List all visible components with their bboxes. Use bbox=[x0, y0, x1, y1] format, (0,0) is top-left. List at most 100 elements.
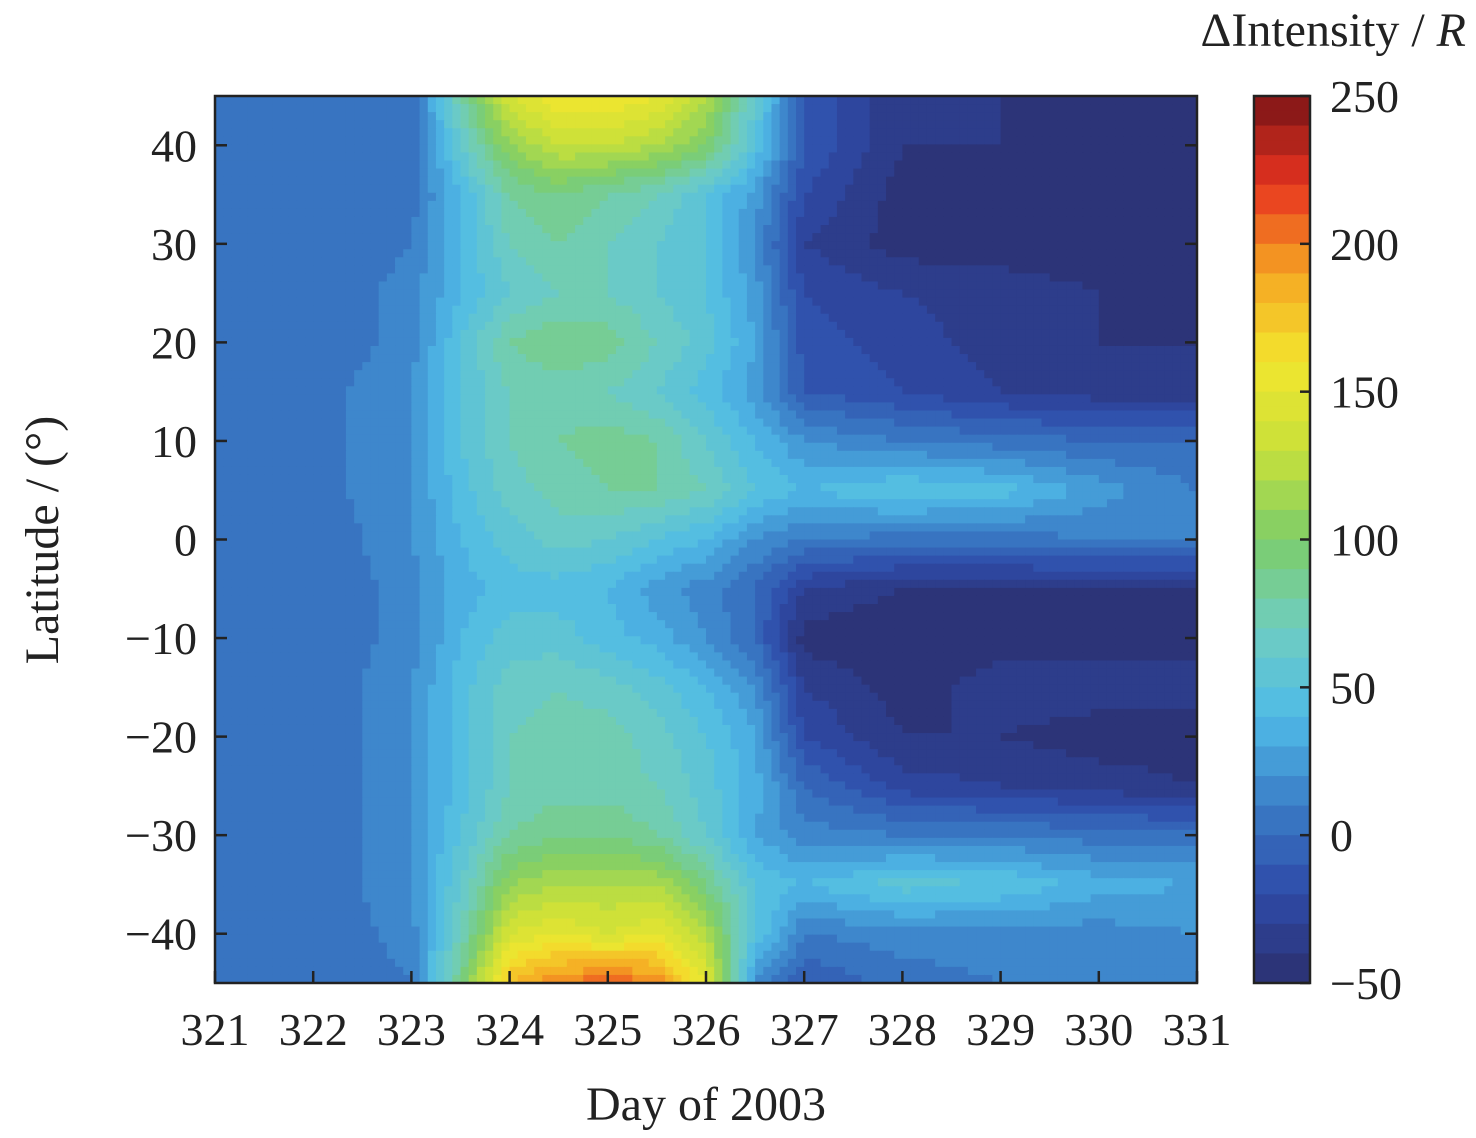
contour-cell bbox=[796, 313, 805, 323]
contour-cell bbox=[665, 337, 674, 347]
contour-cell bbox=[476, 378, 486, 387]
contour-cell bbox=[280, 184, 290, 194]
contour-cell bbox=[853, 128, 863, 137]
contour-cell bbox=[362, 241, 372, 250]
contour-cell bbox=[828, 418, 838, 428]
contour-cell bbox=[1115, 273, 1124, 283]
contour-cell bbox=[607, 289, 617, 299]
contour-cell bbox=[918, 273, 928, 283]
contour-cell bbox=[738, 313, 748, 323]
contour-cell bbox=[886, 329, 895, 339]
contour-cell bbox=[746, 297, 756, 307]
contour-cell bbox=[1016, 144, 1026, 154]
contour-cell bbox=[591, 313, 601, 323]
contour-cell bbox=[624, 321, 633, 331]
contour-cell bbox=[877, 313, 887, 323]
contour-cell bbox=[697, 184, 707, 194]
contour-cell bbox=[656, 184, 666, 194]
contour-cell bbox=[967, 281, 977, 291]
contour-cell bbox=[1016, 208, 1026, 218]
contour-cell bbox=[755, 104, 764, 113]
contour-cell bbox=[1074, 120, 1084, 129]
contour-cell bbox=[329, 176, 339, 186]
contour-cell bbox=[853, 257, 863, 266]
contour-cell bbox=[730, 249, 740, 258]
contour-cell bbox=[378, 273, 388, 283]
contour-cell bbox=[1074, 402, 1084, 412]
contour-cell bbox=[894, 225, 903, 234]
contour-cell bbox=[395, 257, 404, 266]
contour-cell bbox=[730, 281, 740, 291]
contour-cell bbox=[337, 136, 347, 145]
contour-cell bbox=[525, 265, 535, 274]
contour-cell bbox=[542, 208, 552, 218]
contour-cell bbox=[1139, 321, 1149, 331]
contour-cell bbox=[313, 354, 322, 363]
contour-cell bbox=[247, 257, 257, 266]
contour-cell bbox=[550, 225, 560, 234]
contour-cell bbox=[354, 297, 363, 307]
contour-cell bbox=[804, 168, 813, 178]
contour-cell bbox=[231, 152, 241, 162]
contour-cell bbox=[681, 418, 691, 428]
contour-cell bbox=[894, 208, 903, 218]
contour-cell bbox=[779, 273, 789, 283]
contour-cell bbox=[615, 305, 625, 315]
contour-cell bbox=[632, 394, 642, 404]
contour-cell bbox=[763, 345, 773, 355]
contour-cell bbox=[640, 265, 650, 274]
contour-cell bbox=[280, 297, 290, 307]
contour-cell bbox=[337, 249, 347, 258]
contour-cell bbox=[738, 200, 748, 210]
contour-cell bbox=[665, 144, 674, 154]
contour-cell bbox=[403, 289, 412, 299]
contour-cell bbox=[354, 321, 363, 331]
contour-cell bbox=[1115, 297, 1124, 307]
contour-cell bbox=[558, 160, 568, 170]
contour-cell bbox=[1016, 410, 1026, 420]
contour-cell bbox=[935, 345, 944, 355]
contour-cell bbox=[468, 192, 478, 202]
contour-cell bbox=[1123, 225, 1133, 234]
contour-cell bbox=[550, 200, 560, 210]
contour-cell bbox=[525, 152, 535, 162]
contour-cell bbox=[697, 297, 707, 307]
contour-cell bbox=[534, 386, 543, 395]
contour-cell bbox=[1139, 257, 1149, 266]
contour-cell bbox=[615, 354, 625, 363]
contour-cell bbox=[648, 184, 658, 194]
contour-cell bbox=[575, 249, 584, 258]
contour-cell bbox=[681, 370, 691, 379]
contour-cell bbox=[951, 200, 961, 210]
contour-cell bbox=[1180, 208, 1190, 218]
contour-cell bbox=[943, 249, 953, 258]
contour-cell bbox=[386, 136, 396, 145]
contour-cell bbox=[403, 192, 412, 202]
contour-cell bbox=[771, 321, 781, 331]
contour-cell bbox=[779, 265, 789, 274]
contour-cell bbox=[1057, 241, 1067, 250]
contour-cell bbox=[624, 160, 633, 170]
contour-cell bbox=[583, 410, 593, 420]
contour-cell bbox=[337, 305, 347, 315]
contour-cell bbox=[894, 394, 903, 404]
contour-cell bbox=[1172, 249, 1182, 258]
contour-cell bbox=[665, 152, 674, 162]
contour-cell bbox=[272, 233, 282, 242]
contour-cell bbox=[591, 192, 601, 202]
contour-cell bbox=[566, 200, 576, 210]
contour-cell bbox=[787, 410, 797, 420]
contour-cell bbox=[1106, 128, 1116, 137]
contour-cell bbox=[525, 184, 535, 194]
contour-cell bbox=[378, 152, 388, 162]
contour-cell bbox=[665, 120, 674, 129]
contour-cell bbox=[1049, 370, 1059, 379]
contour-cell bbox=[337, 289, 347, 299]
contour-cell bbox=[796, 208, 805, 218]
contour-cell bbox=[992, 160, 1002, 170]
contour-cell bbox=[1098, 418, 1108, 428]
contour-cell bbox=[1090, 136, 1100, 145]
contour-cell bbox=[444, 257, 453, 266]
contour-cell bbox=[321, 96, 331, 105]
contour-cell bbox=[632, 128, 642, 137]
